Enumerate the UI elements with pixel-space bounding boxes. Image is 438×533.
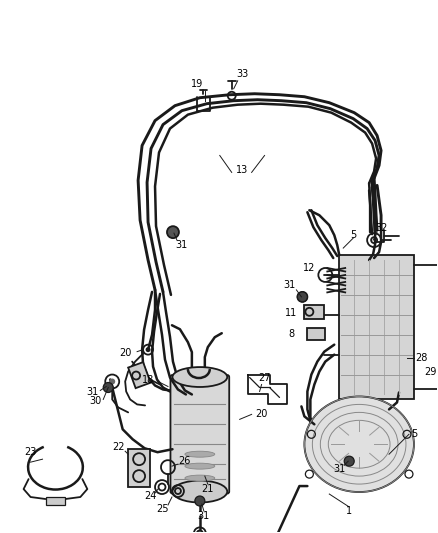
Ellipse shape [304,397,414,492]
Ellipse shape [173,481,227,503]
Text: 20: 20 [255,409,268,419]
Ellipse shape [173,367,227,387]
Text: 31: 31 [198,511,210,521]
Text: 27: 27 [258,373,271,383]
Circle shape [344,456,354,466]
Circle shape [109,378,115,384]
Text: 1: 1 [346,506,352,516]
Text: 24: 24 [144,491,156,501]
Ellipse shape [185,475,215,481]
Text: 28: 28 [416,353,428,362]
Text: 5: 5 [350,230,357,240]
Text: 26: 26 [179,456,191,466]
Circle shape [297,292,307,302]
Bar [339,255,414,399]
Text: 20: 20 [119,348,131,358]
Text: 32: 32 [375,223,387,233]
Text: 11: 11 [285,308,297,318]
Text: 31: 31 [333,464,346,474]
Text: 8: 8 [288,329,294,338]
Text: 31: 31 [283,280,296,290]
Text: 29: 29 [425,367,437,376]
Circle shape [145,347,151,352]
Bar [307,328,325,340]
Text: 31: 31 [176,240,188,250]
Circle shape [297,292,307,302]
Text: 31: 31 [86,387,99,398]
Text: 22: 22 [112,442,124,452]
Ellipse shape [185,463,215,469]
Bar [304,305,324,319]
Text: 5: 5 [411,429,417,439]
Text: 18: 18 [142,375,154,384]
Circle shape [103,383,113,392]
Text: 23: 23 [25,447,37,457]
Text: 19: 19 [191,79,203,89]
Circle shape [197,530,203,533]
FancyBboxPatch shape [170,375,229,494]
Ellipse shape [185,451,215,457]
Text: 25: 25 [156,504,168,514]
Text: 21: 21 [201,484,214,494]
Text: 33: 33 [237,69,249,79]
Bar [128,362,151,388]
Circle shape [167,226,179,238]
Text: 12: 12 [303,263,315,273]
Text: 13: 13 [236,165,248,175]
Text: 30: 30 [89,397,102,407]
Bar [128,449,150,487]
Circle shape [195,496,205,506]
Bar [46,497,65,505]
